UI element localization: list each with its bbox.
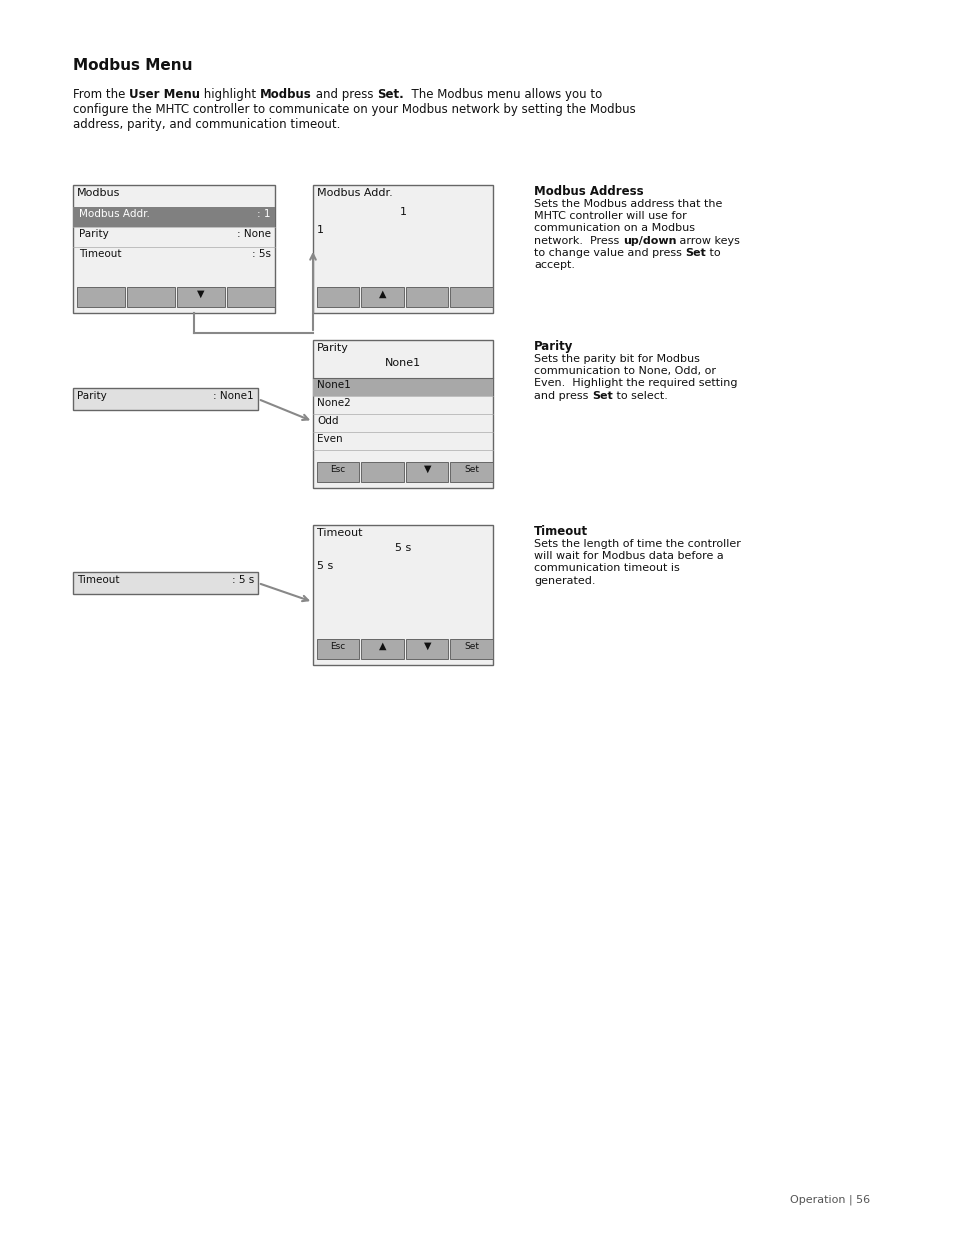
Text: and press: and press <box>534 390 591 400</box>
Text: Operation | 56: Operation | 56 <box>789 1194 869 1205</box>
Text: None2: None2 <box>316 398 351 408</box>
Text: communication on a Modbus: communication on a Modbus <box>534 224 695 233</box>
Bar <box>361 638 403 659</box>
Text: Timeout: Timeout <box>316 529 362 538</box>
Text: : 5 s: : 5 s <box>232 576 253 585</box>
Text: Timeout: Timeout <box>77 576 119 585</box>
Text: Parity: Parity <box>77 391 107 401</box>
Text: Esc: Esc <box>331 466 346 474</box>
Text: The Modbus menu allows you to: The Modbus menu allows you to <box>403 88 601 101</box>
Text: : 5s: : 5s <box>252 249 271 259</box>
Bar <box>406 287 448 308</box>
Text: 1: 1 <box>316 225 324 235</box>
Text: to: to <box>705 248 720 258</box>
Bar <box>73 207 274 227</box>
Text: User Menu: User Menu <box>129 88 200 101</box>
Text: 5 s: 5 s <box>316 561 333 571</box>
Text: communication to None, Odd, or: communication to None, Odd, or <box>534 366 716 375</box>
Text: generated.: generated. <box>534 576 595 585</box>
Text: ▲: ▲ <box>378 641 386 651</box>
Text: will wait for Modbus data before a: will wait for Modbus data before a <box>534 551 723 561</box>
Text: Odd: Odd <box>316 416 338 426</box>
Text: Timeout: Timeout <box>79 249 121 259</box>
Text: to change value and press: to change value and press <box>534 248 684 258</box>
Text: Modbus Addr.: Modbus Addr. <box>316 188 393 198</box>
Text: ▼: ▼ <box>423 641 431 651</box>
Text: highlight: highlight <box>200 88 260 101</box>
Bar <box>73 185 274 312</box>
Bar <box>227 287 274 308</box>
Text: From the: From the <box>73 88 129 101</box>
Text: to select.: to select. <box>612 390 667 400</box>
Bar <box>450 638 493 659</box>
Text: Sets the Modbus address that the: Sets the Modbus address that the <box>534 199 721 209</box>
Text: Timeout: Timeout <box>534 525 587 538</box>
Bar <box>127 287 174 308</box>
Bar <box>316 287 359 308</box>
Text: : None1: : None1 <box>213 391 253 401</box>
Text: Parity: Parity <box>316 343 349 353</box>
Text: configure the MHTC controller to communicate on your Modbus network by setting t: configure the MHTC controller to communi… <box>73 103 635 116</box>
Text: Modbus Menu: Modbus Menu <box>73 58 193 73</box>
Bar <box>361 287 403 308</box>
Text: Set: Set <box>464 642 478 651</box>
Text: ▲: ▲ <box>378 289 386 299</box>
Bar <box>313 340 493 488</box>
Text: None1: None1 <box>384 358 420 368</box>
Text: None1: None1 <box>316 380 351 390</box>
Text: Modbus: Modbus <box>260 88 312 101</box>
Bar <box>361 462 403 482</box>
Text: communication timeout is: communication timeout is <box>534 563 679 573</box>
Text: Sets the length of time the controller: Sets the length of time the controller <box>534 538 740 548</box>
Bar <box>313 185 493 312</box>
Text: Set: Set <box>591 390 612 400</box>
Text: Modbus: Modbus <box>77 188 120 198</box>
Text: ▼: ▼ <box>423 464 431 474</box>
Text: address, parity, and communication timeout.: address, parity, and communication timeo… <box>73 119 340 131</box>
Bar <box>313 378 493 396</box>
Text: Modbus Addr.: Modbus Addr. <box>79 209 150 219</box>
Text: network.  Press: network. Press <box>534 236 622 246</box>
Text: arrow keys: arrow keys <box>676 236 740 246</box>
Text: Parity: Parity <box>534 340 573 353</box>
Text: Even.  Highlight the required setting: Even. Highlight the required setting <box>534 378 737 388</box>
Text: : 1: : 1 <box>257 209 271 219</box>
Text: 1: 1 <box>399 207 406 217</box>
Text: Sets the parity bit for Modbus: Sets the parity bit for Modbus <box>534 353 700 363</box>
Bar <box>406 462 448 482</box>
Bar <box>73 572 257 594</box>
Text: Set.: Set. <box>376 88 403 101</box>
Text: MHTC controller will use for: MHTC controller will use for <box>534 211 686 221</box>
Text: ▼: ▼ <box>197 289 205 299</box>
Bar <box>450 462 493 482</box>
Text: accept.: accept. <box>534 261 575 270</box>
Text: : None: : None <box>236 228 271 240</box>
Text: Even: Even <box>316 433 342 445</box>
Bar <box>450 287 493 308</box>
Text: 5 s: 5 s <box>395 543 411 553</box>
Bar <box>316 638 359 659</box>
Bar <box>313 525 493 664</box>
Text: up/down: up/down <box>622 236 676 246</box>
Bar <box>77 287 125 308</box>
Text: Set: Set <box>684 248 705 258</box>
Text: Parity: Parity <box>79 228 109 240</box>
Bar <box>177 287 225 308</box>
Text: and press: and press <box>312 88 376 101</box>
Bar <box>73 388 257 410</box>
Bar <box>406 638 448 659</box>
Text: Modbus Address: Modbus Address <box>534 185 643 198</box>
Text: Esc: Esc <box>331 642 346 651</box>
Bar <box>316 462 359 482</box>
Text: Set: Set <box>464 466 478 474</box>
